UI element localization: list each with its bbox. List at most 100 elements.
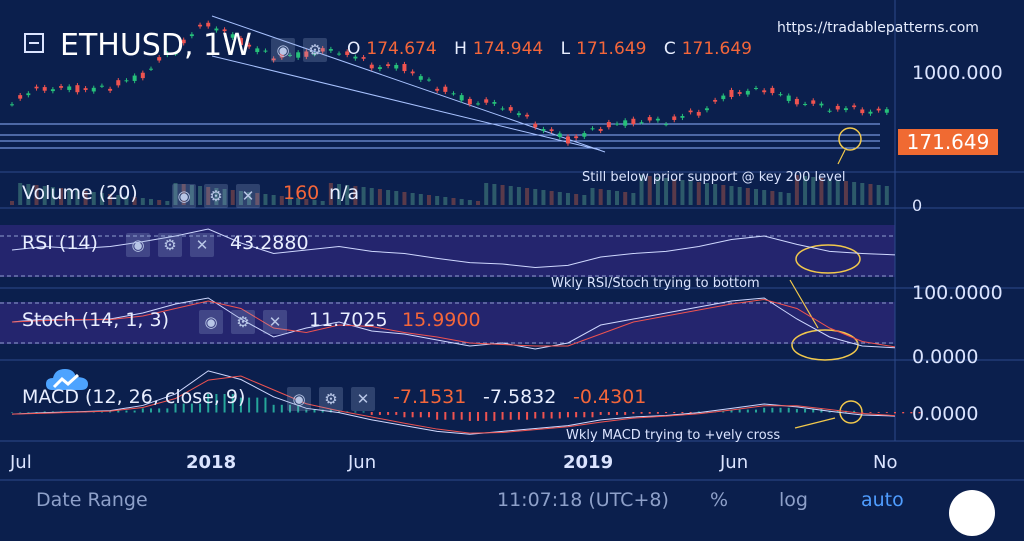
volume-bar bbox=[557, 192, 562, 205]
price-candle bbox=[124, 80, 129, 82]
macd-histogram-bar bbox=[256, 397, 259, 413]
log-toggle[interactable]: log bbox=[779, 489, 808, 511]
price-candle bbox=[108, 88, 113, 91]
percent-toggle[interactable]: % bbox=[710, 489, 729, 511]
volume-bar bbox=[492, 184, 497, 205]
volume-bar bbox=[762, 190, 767, 205]
macd-histogram-bar bbox=[804, 409, 807, 413]
price-candle bbox=[843, 108, 848, 111]
macd-histogram-bar bbox=[853, 410, 856, 413]
volume-bar bbox=[59, 188, 64, 205]
x-tick-label: Jun bbox=[348, 452, 377, 473]
macd-histogram-bar bbox=[468, 412, 471, 421]
macd-histogram-bar bbox=[787, 407, 790, 413]
price-candle bbox=[353, 56, 358, 59]
volume-bar bbox=[476, 201, 481, 205]
macd-histogram-bar bbox=[403, 412, 406, 418]
clock-readout: 11:07:18 (UTC+8) bbox=[497, 489, 669, 511]
price-candle bbox=[655, 118, 660, 121]
volume-bar bbox=[173, 183, 178, 205]
stoch-eye-icon[interactable]: ◉ bbox=[199, 310, 223, 334]
volume-bar bbox=[729, 186, 734, 205]
volume-bar bbox=[296, 198, 301, 205]
volume-bar bbox=[124, 196, 129, 205]
macd-signal-value: -7.5832 bbox=[483, 386, 557, 408]
macd-histogram-bar bbox=[779, 407, 782, 413]
volume-gear-icon[interactable]: ⚙ bbox=[204, 184, 228, 208]
macd-histogram-bar bbox=[599, 412, 602, 415]
macd-close-icon[interactable]: ✕ bbox=[351, 387, 375, 411]
price-candle bbox=[672, 116, 677, 120]
stoch-k-value: 11.7025 bbox=[309, 309, 388, 331]
macd-histogram-bar bbox=[681, 412, 684, 414]
stoch-close-icon[interactable]: ✕ bbox=[263, 310, 287, 334]
macd-eye-icon[interactable]: ◉ bbox=[287, 387, 311, 411]
rsi-eye-icon[interactable]: ◉ bbox=[126, 233, 150, 257]
price-candle bbox=[157, 57, 162, 61]
low-label: L bbox=[560, 39, 571, 59]
price-candle bbox=[590, 128, 595, 130]
macd-histogram-bar bbox=[730, 409, 733, 413]
volume-bar bbox=[541, 190, 546, 205]
volume-bar bbox=[353, 186, 358, 205]
collapse-icon[interactable] bbox=[24, 33, 44, 53]
price-candle bbox=[394, 64, 399, 69]
date-range-button[interactable]: Date Range bbox=[36, 489, 148, 511]
stoch-axis-bottom: 0.0000 bbox=[912, 346, 979, 368]
volume-bar bbox=[157, 200, 162, 205]
macd-histogram-bar bbox=[918, 412, 921, 414]
eye-icon[interactable]: ◉ bbox=[271, 38, 295, 62]
gear-icon[interactable]: ⚙ bbox=[303, 38, 327, 62]
volume-bar bbox=[50, 187, 55, 205]
price-candle bbox=[492, 102, 497, 104]
price-candle bbox=[541, 129, 546, 131]
macd-histogram-bar bbox=[755, 409, 758, 413]
macd-histogram-bar bbox=[199, 403, 202, 413]
price-candle bbox=[516, 113, 521, 116]
volume-bar bbox=[99, 193, 104, 205]
volume-bar bbox=[222, 189, 227, 205]
volume-close-icon[interactable]: ✕ bbox=[236, 184, 260, 208]
price-candle bbox=[99, 85, 104, 87]
rsi-close-icon[interactable]: ✕ bbox=[190, 233, 214, 257]
macd-line bbox=[11, 370, 896, 435]
macd-histogram-bar bbox=[477, 412, 480, 421]
volume-bar bbox=[83, 191, 88, 205]
price-candle bbox=[557, 133, 562, 138]
price-candle bbox=[876, 108, 881, 111]
price-candle bbox=[713, 99, 718, 102]
volume-bar bbox=[688, 181, 693, 205]
price-candle bbox=[737, 92, 742, 94]
volume-bar bbox=[606, 190, 611, 205]
volume-bar bbox=[18, 183, 23, 205]
volume-bar bbox=[778, 192, 783, 205]
stoch-gear-icon[interactable]: ⚙ bbox=[231, 310, 255, 334]
macd-histogram-bar bbox=[616, 412, 619, 415]
macd-gear-icon[interactable]: ⚙ bbox=[319, 387, 343, 411]
price-candle bbox=[304, 51, 309, 57]
price-candle bbox=[91, 87, 96, 92]
macd-histogram-bar bbox=[174, 403, 177, 413]
price-candle bbox=[18, 95, 23, 99]
price-candle bbox=[574, 136, 579, 139]
volume-bar bbox=[639, 175, 644, 205]
macd-histogram-bar bbox=[427, 412, 430, 418]
macd-value: -7.1531 bbox=[393, 386, 467, 408]
volume-eye-icon[interactable]: ◉ bbox=[172, 184, 196, 208]
price-candle bbox=[778, 94, 783, 96]
price-candle bbox=[181, 39, 186, 44]
volume-bar bbox=[508, 186, 513, 205]
macd-histogram-bar bbox=[624, 412, 627, 415]
symbol-title: ETHUSD, 1W bbox=[60, 28, 252, 63]
auto-toggle[interactable]: auto bbox=[861, 489, 904, 511]
rsi-line bbox=[11, 228, 896, 269]
price-candle bbox=[386, 64, 391, 67]
price-candle bbox=[247, 44, 252, 47]
macd-histogram-bar bbox=[231, 394, 234, 413]
rsi-gear-icon[interactable]: ⚙ bbox=[158, 233, 182, 257]
macd-histogram-bar bbox=[149, 408, 152, 413]
volume-bar bbox=[737, 187, 742, 205]
macd-histogram-bar bbox=[673, 412, 676, 414]
source-url[interactable]: https://tradablepatterns.com bbox=[777, 20, 979, 36]
volume-bar bbox=[345, 185, 350, 205]
